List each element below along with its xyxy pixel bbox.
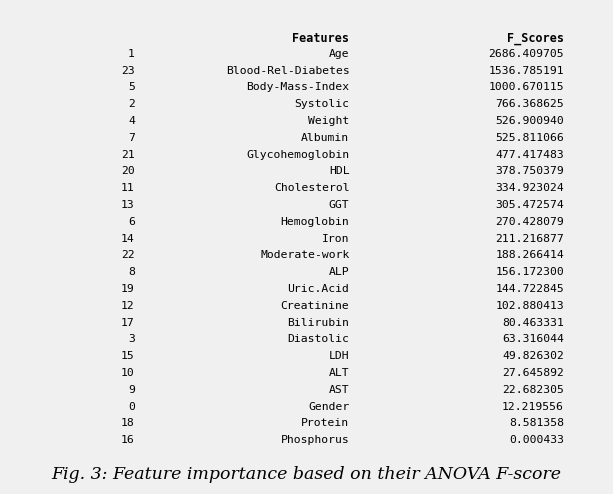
Text: 526.900940: 526.900940 (495, 116, 564, 126)
Text: 8: 8 (128, 267, 135, 277)
Text: 14: 14 (121, 234, 135, 244)
Text: F_Scores: F_Scores (507, 32, 564, 45)
Text: 12.219556: 12.219556 (502, 402, 564, 412)
Text: 1536.785191: 1536.785191 (489, 66, 564, 76)
Text: 9: 9 (128, 385, 135, 395)
Text: 22: 22 (121, 250, 135, 260)
Text: 27.645892: 27.645892 (502, 368, 564, 378)
Text: Hemoglobin: Hemoglobin (281, 217, 349, 227)
Text: Iron: Iron (322, 234, 349, 244)
Text: Body-Mass-Index: Body-Mass-Index (246, 82, 349, 92)
Text: Uric.Acid: Uric.Acid (287, 284, 349, 294)
Text: 0.000433: 0.000433 (509, 435, 564, 445)
Text: 15: 15 (121, 351, 135, 361)
Text: Glycohemoglobin: Glycohemoglobin (246, 150, 349, 160)
Text: 16: 16 (121, 435, 135, 445)
Text: 188.266414: 188.266414 (495, 250, 564, 260)
Text: Phosphorus: Phosphorus (281, 435, 349, 445)
Text: Features: Features (292, 32, 349, 45)
Text: 7: 7 (128, 133, 135, 143)
Text: Gender: Gender (308, 402, 349, 412)
Text: 8.581358: 8.581358 (509, 418, 564, 428)
Text: Blood-Rel-Diabetes: Blood-Rel-Diabetes (226, 66, 349, 76)
Text: ALT: ALT (329, 368, 349, 378)
Text: 270.428079: 270.428079 (495, 217, 564, 227)
Text: 12: 12 (121, 301, 135, 311)
Text: LDH: LDH (329, 351, 349, 361)
Text: 766.368625: 766.368625 (495, 99, 564, 109)
Text: Systolic: Systolic (294, 99, 349, 109)
Text: ALP: ALP (329, 267, 349, 277)
Text: 18: 18 (121, 418, 135, 428)
Text: 378.750379: 378.750379 (495, 166, 564, 176)
Text: 144.722845: 144.722845 (495, 284, 564, 294)
Text: 1: 1 (128, 49, 135, 59)
Text: 20: 20 (121, 166, 135, 176)
Text: 211.216877: 211.216877 (495, 234, 564, 244)
Text: 63.316044: 63.316044 (502, 334, 564, 344)
Text: 2686.409705: 2686.409705 (489, 49, 564, 59)
Text: 477.417483: 477.417483 (495, 150, 564, 160)
Text: Weight: Weight (308, 116, 349, 126)
Text: Moderate-work: Moderate-work (260, 250, 349, 260)
Text: 49.826302: 49.826302 (502, 351, 564, 361)
Text: 23: 23 (121, 66, 135, 76)
Text: Fig. 3: Feature importance based on their ANOVA F-score: Fig. 3: Feature importance based on thei… (51, 466, 562, 483)
Text: 525.811066: 525.811066 (495, 133, 564, 143)
Text: 19: 19 (121, 284, 135, 294)
Text: 11: 11 (121, 183, 135, 193)
Text: 2: 2 (128, 99, 135, 109)
Text: 102.880413: 102.880413 (495, 301, 564, 311)
Text: Albumin: Albumin (301, 133, 349, 143)
Text: 5: 5 (128, 82, 135, 92)
Text: 22.682305: 22.682305 (502, 385, 564, 395)
Text: 6: 6 (128, 217, 135, 227)
Text: Creatinine: Creatinine (281, 301, 349, 311)
Text: Age: Age (329, 49, 349, 59)
Text: 1000.670115: 1000.670115 (489, 82, 564, 92)
Text: 17: 17 (121, 318, 135, 328)
Text: 156.172300: 156.172300 (495, 267, 564, 277)
Text: 10: 10 (121, 368, 135, 378)
Text: 305.472574: 305.472574 (495, 200, 564, 210)
Text: 0: 0 (128, 402, 135, 412)
Text: 4: 4 (128, 116, 135, 126)
Text: 21: 21 (121, 150, 135, 160)
Text: GGT: GGT (329, 200, 349, 210)
Text: 80.463331: 80.463331 (502, 318, 564, 328)
Text: Bilirubin: Bilirubin (287, 318, 349, 328)
Text: 3: 3 (128, 334, 135, 344)
Text: Diastolic: Diastolic (287, 334, 349, 344)
Text: 334.923024: 334.923024 (495, 183, 564, 193)
Text: AST: AST (329, 385, 349, 395)
Text: Protein: Protein (301, 418, 349, 428)
Text: 13: 13 (121, 200, 135, 210)
Text: HDL: HDL (329, 166, 349, 176)
Text: Cholesterol: Cholesterol (274, 183, 349, 193)
